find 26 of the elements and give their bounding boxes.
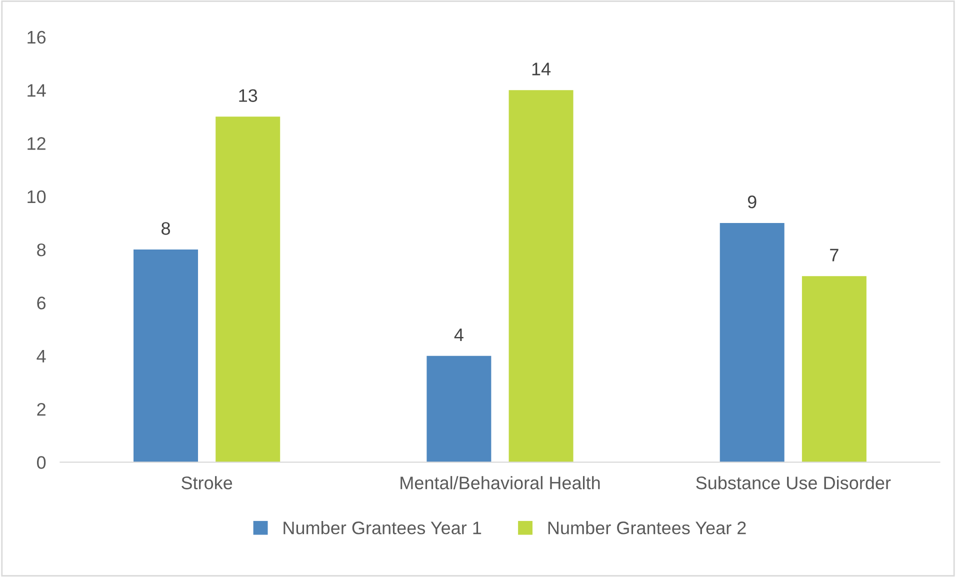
- y-tick-label: 12: [28, 137, 46, 150]
- legend-label: Number Grantees Year 1: [284, 521, 482, 534]
- x-tick-label: Mental/Behavioral Health: [400, 476, 600, 490]
- y-tick-label: 4: [36, 350, 46, 362]
- data-label: 8: [162, 222, 170, 235]
- bar: [802, 276, 866, 462]
- bar: [426, 356, 492, 462]
- bar: [134, 250, 198, 462]
- y-tick-label: 8: [37, 243, 46, 256]
- data-label: 14: [532, 62, 551, 76]
- legend-label: Number Grantees Year 2: [548, 521, 746, 534]
- bar: [508, 90, 574, 462]
- data-label: 4: [454, 328, 464, 342]
- y-tick-label: 2: [37, 402, 46, 416]
- bar: [720, 222, 784, 462]
- data-label: 9: [748, 196, 756, 208]
- x-tick-label: Stroke: [182, 476, 232, 490]
- x-tick-label: Substance Use Disorder: [696, 476, 891, 490]
- y-tick-label: 0: [37, 456, 46, 469]
- bar: [216, 116, 280, 462]
- y-tick-label: 6: [37, 296, 46, 310]
- y-tick-label: 10: [28, 190, 46, 204]
- data-label: 7: [830, 248, 838, 262]
- data-label: 13: [239, 89, 258, 102]
- y-tick-label: 14: [28, 84, 46, 97]
- y-tick-label: 16: [28, 30, 46, 44]
